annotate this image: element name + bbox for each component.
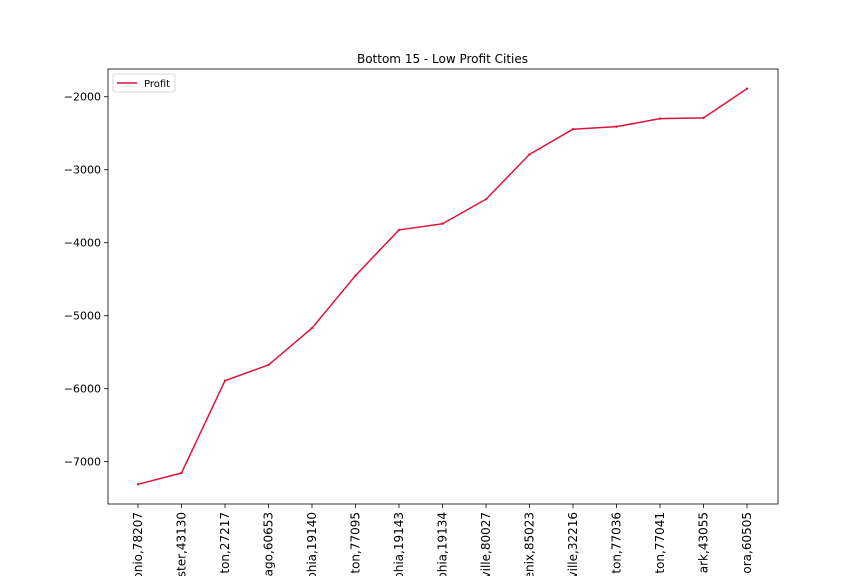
x-tick-label: ville,32216 [566, 512, 580, 576]
data-point [571, 128, 575, 131]
data-point [745, 87, 749, 90]
x-tick-label: phia,19143 [392, 512, 406, 576]
y-tick-label: −6000 [64, 383, 101, 396]
data-point [397, 228, 401, 232]
chart-title: Bottom 15 - Low Profit Cities [357, 52, 528, 66]
data-point [484, 198, 488, 201]
x-tick-label: onio,78207 [131, 512, 145, 576]
x-tick-label: phia,19140 [305, 512, 319, 576]
x-tick-label: enix,85023 [523, 512, 537, 576]
data-point [223, 379, 227, 382]
y-tick-label: −3000 [64, 164, 101, 177]
y-tick-label: −4000 [64, 237, 101, 250]
x-tick-label: ora,60505 [740, 512, 754, 574]
data-point [267, 363, 270, 367]
data-point [702, 116, 705, 120]
x-tick-label: phia,19134 [436, 512, 450, 576]
data-point [354, 274, 357, 277]
x-tick-label: ville,80027 [479, 512, 493, 576]
x-tick-label: ton,27217 [218, 512, 232, 574]
x-tick-label: ton,77036 [610, 512, 624, 574]
y-tick-label: −5000 [64, 310, 101, 323]
data-point [136, 483, 140, 486]
data-point [310, 326, 314, 330]
x-tick-label: ark,43055 [697, 512, 711, 573]
data-point [528, 153, 531, 156]
data-point [658, 117, 662, 120]
x-tick-label: ton,77095 [349, 512, 363, 574]
x-tick-label: ster,43130 [175, 512, 189, 576]
data-point [615, 125, 618, 128]
x-tick-label: ago,60653 [262, 512, 276, 576]
x-tick-label: ton,77041 [653, 512, 667, 574]
plot-area: −7000 −6000 −5000 −4000 −3000 −2000 onio,78207… [64, 68, 779, 580]
data-point [180, 471, 183, 475]
axes-frame [107, 68, 779, 505]
legend-box [112, 73, 176, 93]
y-tick-label: −2000 [64, 91, 101, 104]
data-point [441, 222, 444, 225]
legend-label: Profit [144, 79, 170, 90]
y-tick-label: −7000 [64, 456, 101, 469]
